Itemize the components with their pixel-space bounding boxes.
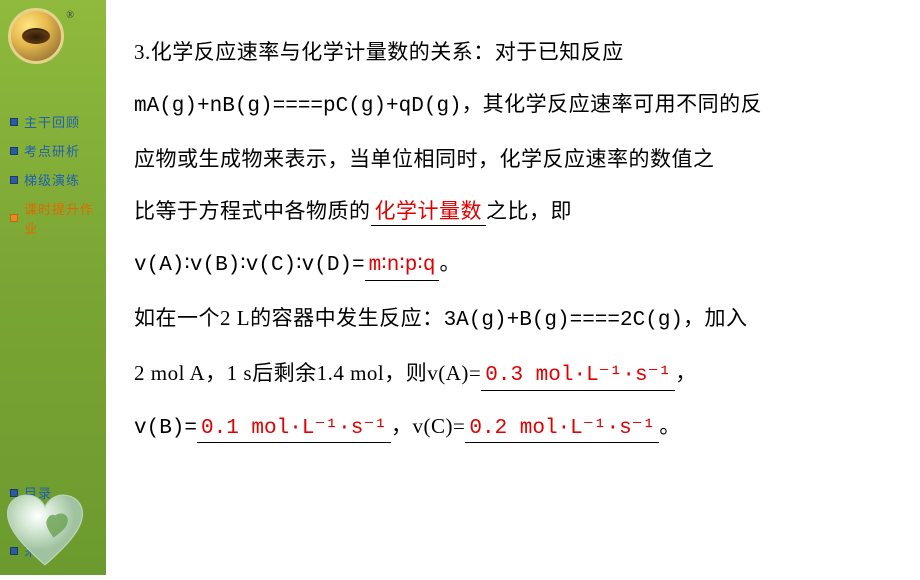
- text-line7-pre: 2 mol A，1 s后剩余1.4 mol，则v(A)=: [134, 361, 481, 385]
- fill-blank-4: 0.1 mol·L⁻¹·s⁻¹: [197, 416, 391, 443]
- nav-top-group: 主干回顾 考点研析 梯级演练 课时提升作业: [0, 112, 106, 237]
- text-line2-cont: 其化学反应速率可用不同的反: [483, 92, 763, 116]
- registered-mark: ®: [66, 10, 74, 21]
- nav-label: 课时提升作业: [24, 199, 106, 237]
- vb-label: v(B)=: [134, 417, 197, 440]
- equation-2: 3A(g)+B(g)====2C(g): [444, 309, 683, 332]
- eye-icon: [22, 28, 50, 44]
- fill-blank-1: 化学计量数: [371, 199, 487, 226]
- logo: ®: [8, 8, 76, 76]
- example-pre: 如在一个2 L的容器中发生反应：: [134, 306, 444, 330]
- nav-label: 主干回顾: [24, 112, 80, 131]
- fill-blank-3: 0.3 mol·L⁻¹·s⁻¹: [481, 363, 675, 390]
- nav-label: 考点研析: [24, 141, 80, 160]
- content-area: 3.化学反应速率与化学计量数的关系：对于已知反应 mA(g)+nB(g)====…: [106, 0, 920, 575]
- text-line4-pre: 比等于方程式中各物质的: [134, 199, 371, 223]
- text-line8-mid: ，v(C)=: [391, 414, 465, 438]
- bullet-icon: [10, 147, 18, 155]
- paragraph: 3.化学反应速率与化学计量数的关系：对于已知反应 mA(g)+nB(g)====…: [134, 26, 884, 455]
- bullet-icon: [10, 176, 18, 184]
- nav-label: 梯级演练: [24, 170, 80, 189]
- ratio-expression: v(A)∶v(B)∶v(C)∶v(D)=: [134, 254, 365, 277]
- text-line7-end: ，: [675, 361, 697, 385]
- ratio-end: 。: [439, 251, 461, 275]
- logo-circle: [8, 8, 64, 64]
- heart-icon: [0, 490, 90, 575]
- fill-blank-2: m∶n∶p∶q: [365, 253, 440, 280]
- text-line1: 3.化学反应速率与化学计量数的关系：对于已知反应: [134, 40, 624, 64]
- nav-item-keypoints[interactable]: 考点研析: [10, 141, 106, 160]
- nav-item-main-review[interactable]: 主干回顾: [10, 112, 106, 131]
- fill-blank-5: 0.2 mol·L⁻¹·s⁻¹: [465, 416, 659, 443]
- example-post: ，加入: [683, 306, 748, 330]
- bullet-icon: [10, 118, 18, 126]
- text-line3: 应物或生成物来表示，当单位相同时，化学反应速率的数值之: [134, 147, 715, 171]
- sidebar: ® 主干回顾 考点研析 梯级演练 课时提升作业 目录 首页: [0, 0, 106, 575]
- equation-1: mA(g)+nB(g)====pC(g)+qD(g)，: [134, 95, 483, 118]
- text-line8-end: 。: [659, 414, 681, 438]
- bullet-icon: [10, 214, 18, 222]
- nav-item-exercises[interactable]: 梯级演练: [10, 170, 106, 189]
- nav-item-assignments[interactable]: 课时提升作业: [10, 199, 106, 237]
- text-line4-post: 之比，即: [486, 199, 572, 223]
